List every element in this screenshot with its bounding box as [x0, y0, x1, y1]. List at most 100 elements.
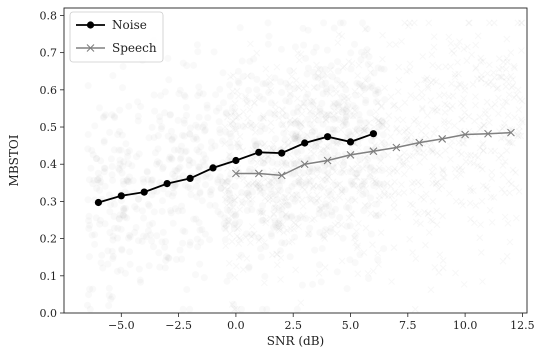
scatter-point-speech [259, 142, 267, 150]
scatter-point-noise [246, 119, 254, 127]
scatter-point-noise [353, 169, 361, 177]
scatter-point-noise [259, 159, 267, 167]
scatter-point-speech [226, 194, 234, 202]
scatter-point-speech [416, 159, 423, 166]
scatter-point-speech [446, 190, 453, 197]
scatter-point-speech [310, 116, 318, 124]
scatter-point-noise [363, 25, 371, 33]
scatter-point-speech [361, 127, 368, 134]
scatter-point-speech [236, 234, 243, 242]
y-tick-label: 0.0 [40, 307, 58, 320]
scatter-point-noise [286, 67, 294, 74]
scatter-point-noise [312, 142, 320, 150]
scatter-point-speech [440, 91, 448, 98]
scatter-point-speech [234, 165, 242, 172]
scatter-point-noise [352, 91, 360, 99]
scatter-point-speech [513, 91, 520, 99]
scatter-point-speech [489, 82, 497, 89]
scatter-point-speech [391, 101, 398, 109]
scatter-point-noise [110, 200, 118, 208]
data-point-noise [186, 174, 194, 182]
scatter-point-noise [372, 179, 380, 187]
scatter-point-speech [221, 191, 229, 198]
scatter-point-speech [236, 143, 244, 151]
scatter-point-noise [168, 127, 175, 135]
scatter-point-noise [97, 178, 105, 186]
scatter-point-noise [314, 166, 322, 174]
scatter-point-noise [197, 238, 205, 246]
scatter-point-noise [351, 40, 358, 48]
scatter-point-noise [323, 46, 331, 54]
scatter-point-speech [222, 242, 230, 250]
scatter-point-noise [156, 263, 164, 271]
scatter-point-noise [294, 215, 301, 223]
scatter-point-noise [202, 181, 209, 189]
scatter-point-speech [347, 210, 355, 217]
scatter-point-noise [161, 243, 169, 251]
x-tick-label: 5.0 [342, 319, 360, 332]
scatter-point-noise [199, 123, 207, 131]
scatter-point-noise [246, 200, 254, 208]
scatter-point-noise [262, 80, 270, 87]
scatter-point-noise [320, 167, 328, 175]
scatter-point-noise [377, 65, 385, 73]
scatter-point-speech [295, 84, 303, 92]
scatter-point-speech [507, 72, 515, 80]
scatter-point-speech [436, 152, 444, 159]
scatter-point-speech [235, 240, 243, 247]
scatter-point-noise [226, 92, 234, 100]
scatter-point-noise [243, 189, 251, 197]
scatter-point-speech [474, 32, 482, 40]
scatter-point-noise [346, 131, 354, 139]
scatter-point-noise [285, 201, 293, 209]
scatter-point-speech [459, 102, 467, 110]
scatter-point-speech [236, 206, 244, 213]
scatter-point-noise [226, 152, 234, 160]
scatter-point-speech [356, 185, 364, 193]
scatter-point-noise [372, 90, 380, 98]
scatter-point-speech [270, 183, 278, 190]
scatter-point-speech [499, 257, 507, 265]
scatter-point-noise [314, 164, 321, 172]
scatter-point-noise [89, 151, 97, 159]
scatter-point-speech [275, 114, 283, 122]
scatter-point-speech [284, 141, 292, 148]
scatter-point-speech [362, 185, 370, 192]
scatter-point-noise [317, 153, 325, 161]
scatter-point-speech [485, 61, 493, 69]
scatter-point-speech [229, 72, 237, 79]
scatter-point-noise [193, 146, 201, 154]
scatter-point-noise [100, 138, 108, 146]
scatter-point-speech [330, 100, 337, 107]
scatter-point-noise [340, 158, 348, 166]
scatter-point-noise [359, 19, 366, 27]
scatter-point-noise [304, 26, 312, 34]
scatter-point-speech [290, 225, 298, 233]
scatter-point-speech [441, 174, 448, 182]
scatter-point-speech [462, 158, 470, 165]
scatter-point-speech [429, 61, 437, 69]
scatter-point-noise [199, 90, 207, 98]
scatter-point-noise [341, 118, 349, 126]
scatter-point-noise [187, 191, 195, 199]
scatter-point-speech [514, 132, 522, 140]
scatter-point-noise [355, 80, 363, 88]
scatter-point-speech [257, 188, 264, 196]
data-point-speech [254, 169, 263, 178]
scatter-point-speech [515, 106, 523, 113]
scatter-point-speech [378, 138, 386, 146]
scatter-point-speech [446, 142, 454, 150]
scatter-point-noise [283, 212, 291, 220]
scatter-point-noise [169, 184, 177, 192]
scatter-point-speech [261, 194, 269, 202]
scatter-point-speech [411, 19, 418, 27]
scatter-point-speech [432, 78, 440, 86]
scatter-point-speech [418, 106, 426, 113]
scatter-point-noise [192, 215, 200, 223]
scatter-point-speech [371, 142, 379, 149]
scatter-point-speech [479, 182, 487, 189]
scatter-point-noise [282, 97, 290, 105]
scatter-point-noise [342, 203, 350, 211]
scatter-point-speech [274, 250, 281, 258]
scatter-point-speech [439, 166, 446, 173]
